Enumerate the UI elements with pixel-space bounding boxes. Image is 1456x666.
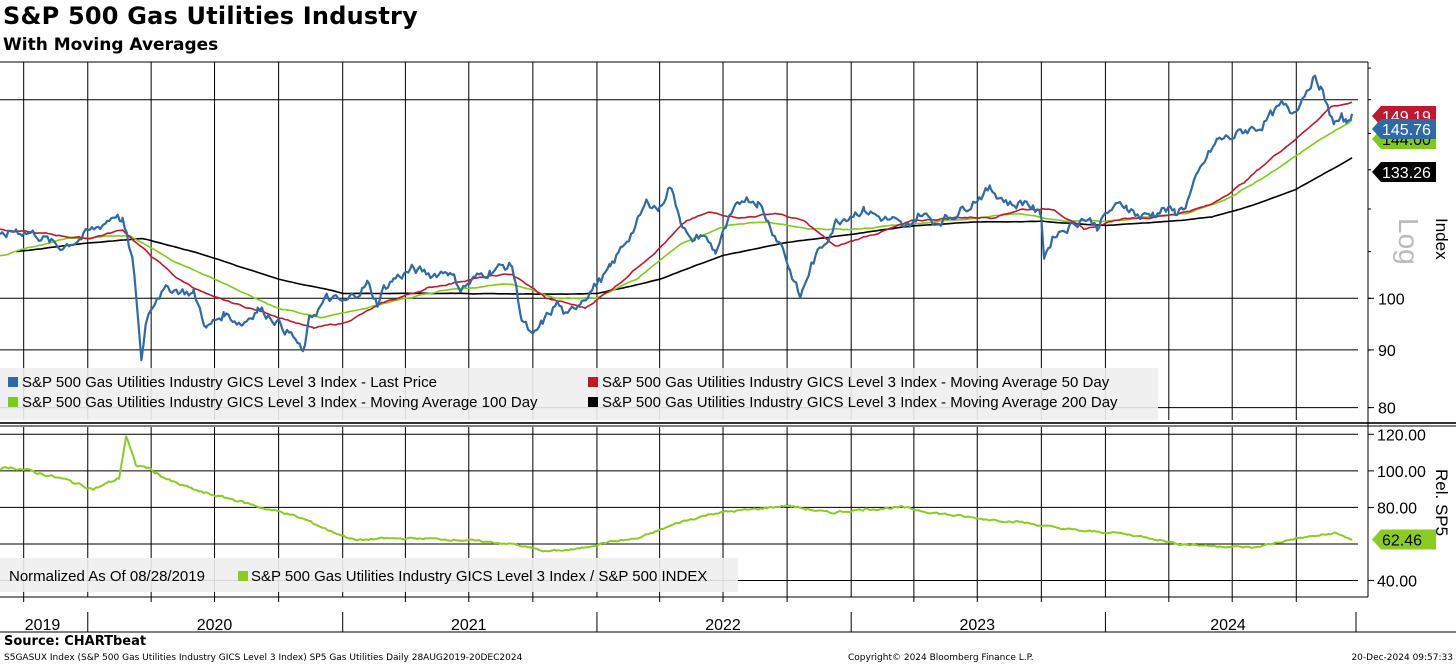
footer-ticker-info: S5GASUX Index (S&P 500 Gas Utilities Ind… (4, 653, 523, 663)
chart-title: S&P 500 Gas Utilities Industry (3, 2, 418, 30)
legend-label: S&P 500 Gas Utilities Industry GICS Leve… (602, 394, 1118, 411)
legend-swatch (588, 377, 598, 387)
ma100-line (0, 119, 1353, 319)
legend-label: S&P 500 Gas Utilities Industry GICS Leve… (22, 374, 437, 391)
last-price-value-tag-text: 145.76 (1382, 122, 1431, 139)
normalized-note: Normalized As Of 08/28/2019 (9, 568, 205, 585)
top-panel-grid (0, 62, 1358, 420)
y-tick-label: 100.00 (1377, 464, 1426, 481)
x-tick-label: 2022 (705, 617, 741, 634)
y-tick-label: 90 (1378, 343, 1396, 360)
legends: S&P 500 Gas Utilities Industry GICS Leve… (0, 368, 1158, 592)
ma200-line (15, 157, 1353, 295)
footer-timestamp: 20-Dec-2024 09:57:33 (1351, 653, 1453, 663)
legend-swatch (8, 397, 18, 407)
ma200-value-tag (1372, 162, 1436, 182)
x-tick-label: 2020 (197, 617, 233, 634)
last-price-value-tag (1372, 119, 1436, 139)
bottom-panel-series (0, 435, 1353, 553)
footer-copyright: Copyright© 2024 Bloomberg Finance L.P. (848, 653, 1034, 663)
legend-box (0, 558, 738, 592)
y-tick-label: 120.00 (1377, 427, 1426, 444)
y-tick-label: 80.00 (1377, 500, 1417, 517)
x-tick-label: 2023 (959, 617, 995, 634)
y-axis-title: Index (1432, 218, 1451, 260)
log-scale-label: Log (1393, 218, 1424, 265)
panel-frame (0, 61, 1456, 633)
chart-subtitle: With Moving Averages (3, 35, 219, 55)
legend-swatch (238, 571, 248, 581)
last-price-line (0, 74, 1354, 362)
bottom-panel-grid (0, 427, 1358, 597)
x-tick-label: 2024 (1210, 617, 1246, 634)
relative-value-tag-text: 62.46 (1382, 532, 1422, 549)
x-tick-label: 2021 (451, 617, 487, 634)
ma200-value-tag-text: 133.26 (1382, 165, 1431, 182)
source-note: Source: CHARTbeat (4, 634, 147, 649)
top-panel-series (0, 74, 1354, 362)
relative-performance-line (0, 435, 1353, 553)
y-tick-label: 100 (1378, 291, 1405, 308)
axes: 80 90 100 40.00 80.00 100.00 120.00 Index Log Rel… (23, 67, 1451, 634)
legend-label: S&P 500 Gas Utilities Industry GICS Leve… (251, 568, 707, 585)
legend-label: S&P 500 Gas Utilities Industry GICS Leve… (22, 394, 538, 411)
legend-box (0, 368, 1158, 420)
relative-value-tag (1372, 529, 1436, 550)
legend-label: S&P 500 Gas Utilities Industry GICS Leve… (602, 374, 1110, 391)
legend-swatch (8, 377, 18, 387)
x-tick-label: 2019 (25, 617, 61, 634)
legend-swatch (588, 397, 598, 407)
y-tick-label: 40.00 (1377, 574, 1417, 591)
y-axis-title: Rel. SP5 (1432, 469, 1451, 536)
panel-separator (0, 422, 1456, 427)
ma50-line (0, 101, 1353, 329)
y-tick-label: 80 (1378, 401, 1396, 418)
